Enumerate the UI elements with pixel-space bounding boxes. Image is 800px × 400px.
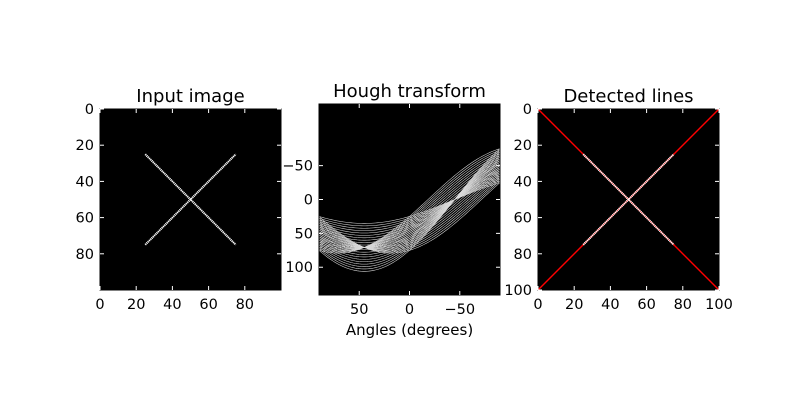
y-tick-label: 20 xyxy=(514,138,532,154)
input-line xyxy=(582,153,675,246)
hough-curve xyxy=(319,172,500,249)
y-tick-label: 40 xyxy=(76,174,94,190)
y-tick-label: 0 xyxy=(523,102,532,118)
y-tick-label: 80 xyxy=(76,247,94,263)
hough-curve xyxy=(319,156,500,250)
y-tick-label: 40 xyxy=(514,174,532,190)
hough-curve xyxy=(319,160,500,249)
input-line xyxy=(144,153,237,246)
y-tick-label: 100 xyxy=(285,260,313,276)
hough-curve xyxy=(319,177,500,251)
hough-curve xyxy=(319,168,500,248)
y-tick-label: 60 xyxy=(76,211,94,227)
y-tick-label: 60 xyxy=(514,211,532,227)
hough-curve xyxy=(319,151,500,252)
y-tick-label: 50 xyxy=(295,226,313,242)
y-tick-label: −50 xyxy=(282,159,313,175)
x-axis-label: Angles (degrees) xyxy=(346,321,473,339)
x-tick-label: 50 xyxy=(350,302,368,318)
x-tick-label: 80 xyxy=(674,297,692,313)
x-tick-label: 0 xyxy=(405,302,414,318)
panel-title: Input image xyxy=(136,86,244,107)
x-tick-label: 0 xyxy=(533,297,542,313)
y-tick-label: 0 xyxy=(85,102,94,118)
hough-curve xyxy=(319,170,500,249)
x-tick-label: 40 xyxy=(163,297,181,313)
x-tick-label: 60 xyxy=(637,297,655,313)
hough-curve xyxy=(319,173,500,250)
x-tick-label: 80 xyxy=(236,297,254,313)
y-tick-label: 0 xyxy=(304,193,313,209)
hough-curve xyxy=(319,182,500,254)
x-tick-label: 100 xyxy=(705,297,733,313)
hough-curve xyxy=(319,148,500,254)
hough-curve xyxy=(319,150,500,253)
panel-1: 0 20 40 60 80 0 20 40 60 80 Input image xyxy=(76,86,282,313)
plot-area xyxy=(319,104,500,295)
x-tick-label: 40 xyxy=(601,297,619,313)
y-tick-label: 20 xyxy=(76,138,94,154)
hough-curve xyxy=(319,155,500,250)
panel-title: Hough transform xyxy=(333,81,486,102)
y-tick-label: 80 xyxy=(514,247,532,263)
axes-frame xyxy=(537,108,720,291)
x-tick-label: 20 xyxy=(127,297,145,313)
y-tick-label: 100 xyxy=(504,283,532,299)
panel-2: 50 0 −50 −50 0 50 100 Hough transform Angles (de… xyxy=(282,81,501,339)
hough-curve xyxy=(319,175,500,250)
hough-curve xyxy=(319,180,500,253)
hough-curve xyxy=(319,165,500,248)
hough-curve xyxy=(319,178,500,252)
axes-frame xyxy=(99,108,282,291)
hough-curve xyxy=(319,167,500,248)
panel-title: Detected lines xyxy=(563,86,693,107)
x-tick-label: 20 xyxy=(565,297,583,313)
hough-curve xyxy=(319,153,500,251)
x-tick-label: 0 xyxy=(95,297,104,313)
hough-bands xyxy=(319,148,500,272)
x-tick-label: −50 xyxy=(444,302,475,318)
x-tick-label: 60 xyxy=(199,297,217,313)
